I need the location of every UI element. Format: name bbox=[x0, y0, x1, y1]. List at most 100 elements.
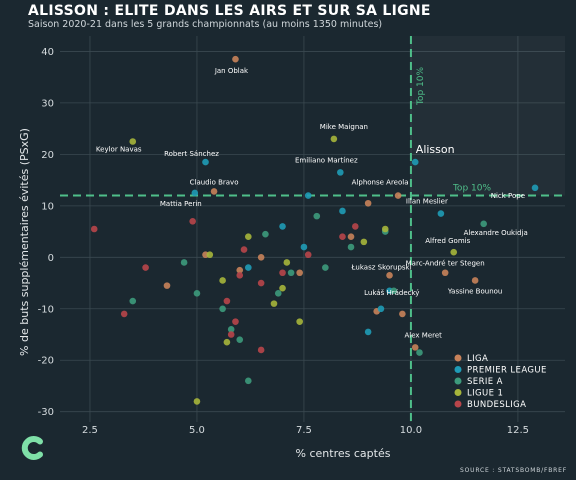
data-point bbox=[129, 138, 137, 145]
data-point bbox=[480, 220, 487, 228]
data-point bbox=[90, 225, 98, 233]
y-axis-ticks: -30 -20 -10 0 10 20 30 40 bbox=[38, 47, 54, 418]
y-tick-label: 10 bbox=[41, 201, 54, 212]
data-point bbox=[287, 269, 295, 277]
data-point bbox=[245, 233, 252, 241]
point-label: Alexandre Oukidja bbox=[464, 229, 528, 237]
data-point bbox=[304, 192, 312, 199]
y-tick-label: 30 bbox=[41, 98, 54, 109]
y-tick-label: 20 bbox=[41, 150, 54, 161]
data-point bbox=[245, 264, 252, 271]
y-axis-label: % de buts supplémentaires évités (PSxG) bbox=[18, 128, 31, 356]
point-label: Alphonse Areola bbox=[352, 179, 409, 187]
data-point bbox=[377, 305, 385, 313]
point-label: Mike Maignan bbox=[320, 123, 368, 131]
data-point bbox=[390, 287, 398, 295]
data-point bbox=[219, 305, 226, 313]
point-labels: Jan Oblak Claudio Bravo Alphonse Areola Mar… bbox=[96, 67, 528, 339]
threshold-lines: Top 10% Top 10% bbox=[60, 36, 565, 422]
data-point bbox=[189, 217, 196, 225]
data-point bbox=[411, 158, 419, 166]
data-point bbox=[232, 55, 239, 63]
data-point bbox=[279, 284, 286, 292]
legend-marker bbox=[454, 377, 462, 385]
point-label: Illan Meslier bbox=[406, 198, 448, 206]
data-point bbox=[257, 346, 265, 354]
data-point bbox=[240, 246, 248, 253]
source-note: SOURCE : STATSBOMB/FBREF bbox=[460, 467, 567, 474]
data-point bbox=[232, 318, 239, 325]
point-label: Emiliano Martínez bbox=[295, 156, 358, 164]
data-point bbox=[416, 349, 423, 356]
legend-entry: SERIE A bbox=[467, 377, 503, 387]
data-point bbox=[351, 223, 359, 230]
point-label: Robert Sánchez bbox=[164, 150, 219, 158]
point-label: Mattia Perin bbox=[160, 200, 202, 208]
chart-title: ALISSON : ELITE DANS LES AIRS ET SUR SA … bbox=[28, 3, 431, 19]
legend-entry: BUNDESLIGA bbox=[467, 400, 526, 410]
data-point bbox=[296, 318, 303, 325]
data-point bbox=[236, 266, 244, 274]
data-point bbox=[381, 225, 389, 233]
data-point bbox=[339, 207, 346, 215]
data-point bbox=[257, 254, 265, 261]
threshold-label-vertical: Top 10% bbox=[416, 67, 426, 107]
data-point bbox=[227, 331, 235, 338]
grid-lines bbox=[60, 36, 565, 422]
data-point bbox=[120, 310, 128, 318]
data-point bbox=[330, 135, 338, 143]
data-point bbox=[337, 169, 344, 176]
data-point bbox=[270, 300, 278, 307]
data-point bbox=[364, 199, 372, 207]
point-label: Łukasz Skorupski bbox=[350, 263, 411, 271]
y-tick-label: -20 bbox=[38, 356, 54, 367]
data-point bbox=[129, 297, 137, 305]
top-region-shading bbox=[411, 36, 565, 196]
point-label: Claudio Bravo bbox=[190, 178, 239, 186]
data-point bbox=[210, 188, 218, 195]
point-label: Keylor Navas bbox=[96, 146, 142, 154]
data-point bbox=[411, 344, 419, 351]
data-point bbox=[313, 212, 321, 220]
top-region bbox=[411, 36, 565, 196]
legend-entry: PREMIER LEAGUE bbox=[467, 366, 547, 376]
data-point bbox=[296, 269, 303, 277]
legend-marker bbox=[454, 354, 462, 362]
x-tick-label: 12.5 bbox=[507, 425, 529, 436]
x-tick-label: 2.5 bbox=[82, 425, 98, 436]
data-point bbox=[394, 192, 402, 199]
data-point bbox=[206, 251, 214, 259]
point-label: Marc-André ter Stegen bbox=[406, 260, 485, 268]
data-point bbox=[339, 233, 346, 241]
data-point bbox=[386, 272, 393, 279]
point-label: Lukáš Hrádecký bbox=[364, 289, 419, 297]
legend-entry: LIGA bbox=[467, 354, 488, 364]
data-point bbox=[180, 259, 188, 266]
point-label: Alfred Gomis bbox=[425, 237, 470, 245]
data-point bbox=[223, 297, 231, 305]
data-point bbox=[283, 259, 291, 266]
y-tick-label: 40 bbox=[41, 47, 54, 58]
data-point bbox=[191, 189, 199, 197]
x-tick-label: 5.0 bbox=[189, 425, 205, 436]
data-point bbox=[471, 277, 479, 284]
legend-marker bbox=[454, 400, 462, 408]
point-label: Alisson bbox=[416, 143, 455, 156]
data-point bbox=[236, 336, 244, 343]
data-point bbox=[437, 210, 445, 217]
data-point bbox=[193, 290, 201, 297]
data-point bbox=[279, 223, 286, 230]
data-point bbox=[347, 243, 355, 251]
data-points bbox=[90, 55, 539, 405]
data-point bbox=[347, 233, 355, 241]
y-tick-label: -30 bbox=[38, 407, 54, 418]
data-point bbox=[450, 248, 458, 256]
data-point bbox=[142, 264, 149, 271]
data-point bbox=[441, 269, 449, 277]
data-point bbox=[223, 338, 231, 346]
x-axis-ticks: 2.5 5.0 7.5 10.0 12.5 bbox=[82, 425, 529, 436]
x-axis-label: % centres captés bbox=[296, 447, 391, 460]
point-label: Jan Oblak bbox=[214, 67, 249, 75]
